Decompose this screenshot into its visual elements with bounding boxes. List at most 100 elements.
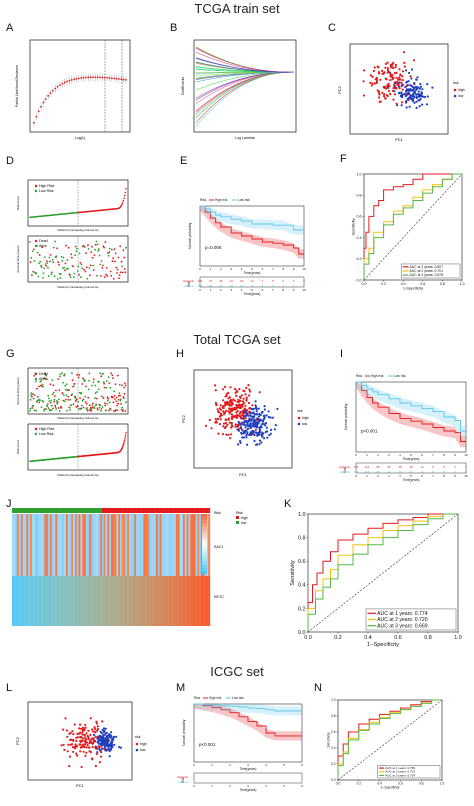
heat-risk-cell xyxy=(103,508,106,513)
pca-point-high xyxy=(76,736,79,739)
pca-point-low xyxy=(423,95,427,99)
heat-gene1-cell xyxy=(116,514,119,576)
pca-point-low xyxy=(260,431,263,434)
risk-point-high xyxy=(123,442,125,445)
pca-point-high xyxy=(386,71,389,74)
status-point-alive xyxy=(84,395,87,398)
status-point-dead xyxy=(87,244,89,246)
roc-ytick-label: 0.6 xyxy=(331,730,336,734)
status-point-alive xyxy=(98,254,101,257)
status-point-dead xyxy=(32,270,35,273)
heat-risk-cell xyxy=(12,508,14,513)
pca-point-low xyxy=(236,428,239,431)
pca-point-low xyxy=(400,104,403,107)
heat-gene1-cell xyxy=(49,514,52,576)
km-legend-low: Low risk xyxy=(394,374,406,378)
pca-point-low xyxy=(412,92,415,95)
heat-gene1-cell xyxy=(46,514,49,576)
heat-risk-cell xyxy=(121,508,124,513)
status-point-dead xyxy=(71,379,74,382)
km-xtick: 8 xyxy=(282,267,284,271)
pca-point-high xyxy=(394,81,397,84)
lasso-a-point xyxy=(94,76,97,79)
heat-gene1-cell xyxy=(21,514,23,576)
pca-point-high xyxy=(235,407,238,410)
status-point-alive xyxy=(38,262,40,265)
status-point-dead xyxy=(63,374,65,377)
heat-gene2-cell xyxy=(123,576,126,626)
pca-point-low xyxy=(100,735,103,738)
heat-gene2-cell xyxy=(179,576,182,626)
km-table-cell: 14 xyxy=(420,470,424,474)
heat-gene2-cell xyxy=(49,576,52,626)
heat-risk-cell xyxy=(91,508,94,513)
km-table-cell: 34 xyxy=(398,470,402,474)
lasso-a-point xyxy=(37,110,40,113)
status-point-alive xyxy=(91,404,94,407)
status-point-dead xyxy=(119,271,122,274)
status-point-dead xyxy=(89,274,91,277)
pca-point-low xyxy=(411,85,414,89)
heat-risk-cell xyxy=(172,508,175,513)
status-point-dead xyxy=(85,385,87,388)
heat-risk-cell xyxy=(139,508,142,513)
pca-point-high xyxy=(91,737,94,740)
pca-point-low xyxy=(108,744,111,747)
heat-gene2-cell xyxy=(31,576,34,626)
roc-ytick-label: 0.8 xyxy=(298,535,306,541)
roc-legend-entry: AUC at 2 years: 0.722 xyxy=(385,770,415,774)
pca-point-high xyxy=(233,387,237,391)
status-point-dead xyxy=(69,274,71,276)
pca-point-high xyxy=(78,743,81,746)
heat-gene2-cell xyxy=(13,576,16,626)
pca-point-high xyxy=(73,747,76,750)
pca-point-high xyxy=(373,82,376,85)
pca-l-xlabel: PC1 xyxy=(76,783,85,788)
pca-point-low xyxy=(111,738,114,741)
status-point-alive xyxy=(69,398,72,401)
heat-risk-cell xyxy=(150,508,153,513)
status-point-alive xyxy=(61,260,64,262)
status-point-dead xyxy=(111,396,114,399)
km-ci-band xyxy=(356,382,466,448)
heat-gene1-cell xyxy=(85,514,88,576)
heat-gene2-cell xyxy=(51,576,54,626)
heat-gene1-cell xyxy=(188,514,191,576)
pca-point-low xyxy=(246,443,249,446)
km-table-frame xyxy=(355,462,467,474)
pca-point-low xyxy=(101,728,104,732)
km-xlabel: Time(years) xyxy=(240,767,257,771)
roc-xtick-label: 1.0 xyxy=(454,635,462,641)
status-point-alive xyxy=(40,264,42,267)
status-point-dead xyxy=(85,252,87,255)
heat-risk-cell xyxy=(42,508,45,513)
heat-gene1-cell xyxy=(76,514,79,576)
heat-gene1-cell xyxy=(175,514,178,576)
heat-risk-cell xyxy=(89,508,92,513)
pca-point-low xyxy=(415,93,418,96)
status-point-alive xyxy=(87,248,90,250)
pca-point-high xyxy=(395,71,398,74)
status-point-alive xyxy=(43,409,45,412)
heat-colorbar-cell xyxy=(202,568,207,572)
pca-point-high xyxy=(62,728,65,731)
heat-gene1-cell xyxy=(139,514,142,576)
pca-point-low xyxy=(408,105,411,108)
status-point-dead xyxy=(114,398,116,400)
heat-gene2-cell xyxy=(143,576,146,626)
pca-point-low xyxy=(101,740,104,743)
status-point-alive xyxy=(84,379,86,382)
km-table-cell: 11 xyxy=(432,470,435,474)
heat-gene2-cell xyxy=(206,576,209,626)
heat-gene2-cell xyxy=(111,576,113,626)
pca-point-low xyxy=(260,419,263,422)
status-point-dead xyxy=(85,266,88,269)
status-point-dead xyxy=(38,254,41,256)
heat-gene2-cell xyxy=(103,576,106,626)
pca-point-high xyxy=(392,61,395,64)
heat-legend-risk-title: Risk xyxy=(236,511,243,515)
pca-point-high xyxy=(405,93,408,96)
km-frame xyxy=(355,381,467,453)
heat-risk-cell xyxy=(76,508,79,513)
heat-gene2-cell xyxy=(165,576,167,626)
